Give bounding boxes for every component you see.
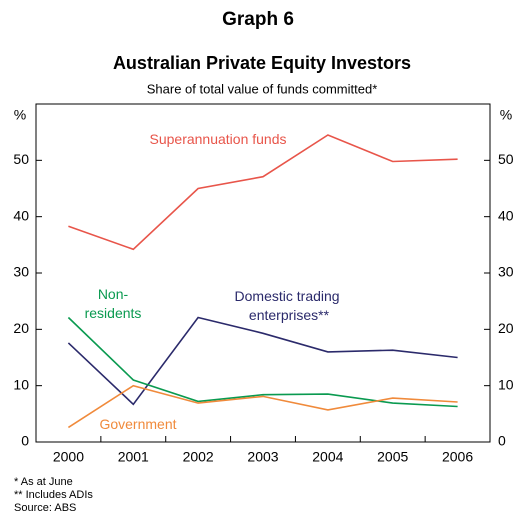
y-tick-label: 0 [21, 433, 29, 449]
x-tick-label: 2003 [247, 449, 278, 465]
footnote: * As at June [14, 476, 73, 488]
y2-tick-label: 20 [498, 320, 514, 336]
series-line [68, 134, 458, 251]
series-label: Superannuation funds [150, 131, 287, 147]
x-tick-label: 2000 [53, 449, 84, 465]
plot-frame [35, 103, 491, 443]
y-axis-label: % [14, 107, 26, 123]
x-tick-label: 2004 [312, 449, 343, 465]
y2-tick-label: 30 [498, 264, 514, 280]
series-label: Government [99, 416, 176, 432]
series-line [67, 384, 458, 429]
chart-description: Share of total value of funds committed* [147, 81, 378, 96]
y2-tick-label: 10 [498, 376, 514, 392]
y2-tick-label: 0 [498, 433, 506, 449]
chart-title: Graph 6 [222, 9, 294, 30]
y-tick-label: 40 [13, 207, 29, 223]
y-tick-label: 20 [13, 320, 29, 336]
y-tick-label: 10 [13, 376, 29, 392]
y-tick-label: 30 [13, 264, 29, 280]
x-tick-label: 2005 [377, 449, 408, 465]
series-label: Domestic trading enterprises** [235, 288, 344, 323]
series-line [67, 316, 458, 406]
footnote: Source: ABS [14, 502, 76, 514]
y2-tick-label: 50 [498, 151, 514, 167]
x-tick-label: 2002 [183, 449, 214, 465]
y-tick-label: 50 [13, 151, 29, 167]
series-line [67, 316, 458, 408]
series-label: Non-residents [85, 286, 142, 321]
footnote: ** Includes ADIs [14, 489, 93, 501]
y2-tick-label: 40 [498, 207, 514, 223]
x-tick-label: 2006 [442, 449, 473, 465]
chart-subtitle: Australian Private Equity Investors [113, 53, 411, 73]
y2-axis-label: % [500, 107, 512, 123]
x-tick-label: 2001 [118, 449, 149, 465]
